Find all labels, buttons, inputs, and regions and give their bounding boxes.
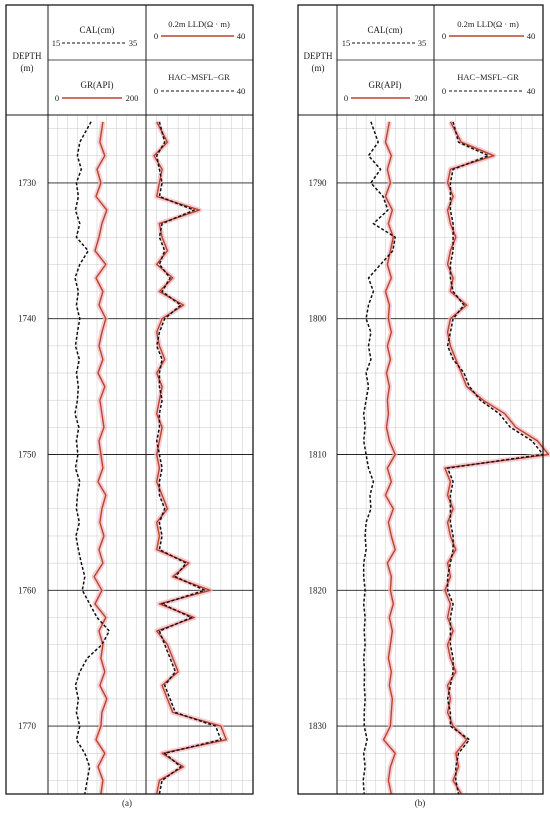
depth-tick-label: 1750	[18, 450, 37, 460]
panel-a-hac-name: HAC−MSFL−GR	[168, 72, 230, 82]
panel-a-gr-name: GR(API)	[81, 80, 114, 90]
panel-b-hac-min: 0	[442, 86, 446, 96]
panel-a-cal-max: 35	[129, 38, 138, 48]
depth-tick-label: 1740	[18, 314, 37, 324]
panel-a-depth-label: DEPTH	[13, 51, 43, 61]
panel-b-gr-name: GR(API)	[369, 80, 402, 90]
depth-tick-label: 1820	[309, 585, 328, 595]
hac-msfl-gr-line	[446, 121, 544, 795]
panel-b-lld-min: 0	[442, 31, 446, 41]
panel-b-frame	[297, 4, 544, 795]
m-lld-m-line	[153, 121, 227, 795]
cal-cm-line	[74, 121, 111, 795]
panel-a-lld-min: 0	[154, 31, 158, 41]
panel-b-cal-max: 35	[418, 38, 427, 48]
panel-b-grid: 1790 1800 1810 1820 1830	[309, 115, 543, 794]
panel-a-grid: 1730 1740 1750 1760 1770	[18, 115, 253, 794]
depth-tick-label: 1770	[18, 721, 37, 731]
panel-a-traces	[74, 120, 229, 795]
panel-a-hac-max: 40	[237, 86, 246, 96]
gr-api-halo	[91, 121, 110, 795]
panel-b-gr-max: 200	[415, 93, 428, 103]
panel-a-caption: (a)	[122, 798, 132, 808]
panel-a-frame	[5, 4, 254, 795]
depth-tick-label: 1800	[309, 314, 328, 324]
panel-b-traces	[362, 120, 550, 796]
panel-b-hac-max: 40	[527, 86, 536, 96]
depth-tick-label: 1790	[309, 178, 328, 188]
panel-b-depth-label: DEPTH	[304, 51, 334, 61]
panel-a: 1730 1740 1750 1760 1770 DEPTH (m) CAL(cm) 1…	[5, 4, 254, 808]
panel-b: 1790 1800 1810 1820 1830 DEPTH (m) CAL(cm) 1…	[297, 4, 550, 808]
m-lld-m-halo	[442, 120, 550, 796]
panel-b-cal-min: 15	[342, 38, 351, 48]
depth-tick-label: 1730	[18, 178, 37, 188]
panel-a-hac-min: 0	[154, 86, 158, 96]
panel-b-caption: (b)	[415, 798, 426, 808]
depth-tick-label: 1760	[18, 585, 37, 595]
cal-cm-line	[362, 121, 396, 795]
panel-a-cal-name: CAL(cm)	[80, 25, 115, 35]
panel-a-lld-name: 0.2m LLD(Ω · m)	[168, 19, 230, 29]
panel-a-gr-min: 0	[55, 93, 59, 103]
panel-b-lld-max: 40	[527, 31, 536, 41]
panel-a-cal-min: 15	[52, 38, 61, 48]
hac-msfl-gr-line	[155, 121, 222, 795]
gr-api-line	[382, 121, 396, 795]
panel-a-gr-max: 200	[126, 93, 139, 103]
depth-tick-label: 1830	[309, 721, 328, 731]
panel-a-lld-max: 40	[237, 31, 246, 41]
gr-api-line	[93, 121, 108, 795]
panel-b-depth-unit: (m)	[312, 63, 325, 73]
depth-tick-label: 1810	[309, 450, 328, 460]
panel-a-depth-unit: (m)	[21, 63, 34, 73]
panel-b-gr-min: 0	[344, 93, 348, 103]
panel-b-cal-name: CAL(cm)	[368, 25, 403, 35]
panel-b-lld-name: 0.2m LLD(Ω · m)	[457, 19, 519, 29]
panel-b-hac-name: HAC−MSFL−GR	[457, 72, 519, 82]
